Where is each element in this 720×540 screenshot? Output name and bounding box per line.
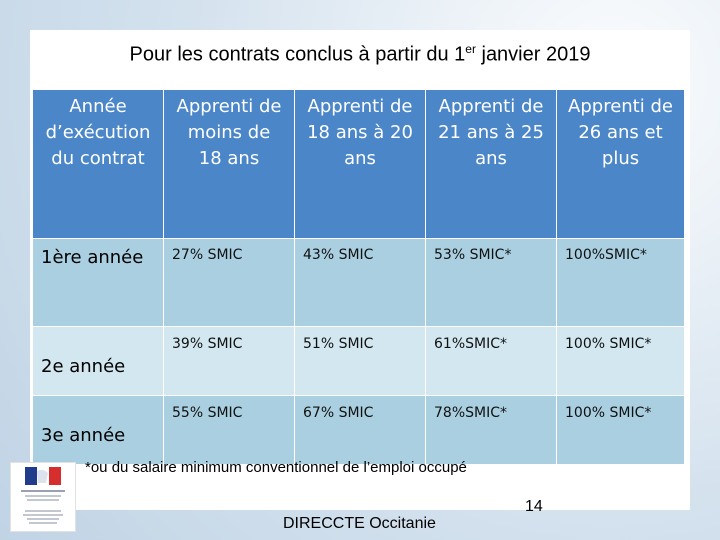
row-label: 1ère année (32, 238, 164, 327)
table-cell: 100% SMIC* (556, 395, 685, 465)
table-cell: 53% SMIC* (425, 238, 557, 327)
header-under-18: Apprenti de moins de 18 ans (163, 89, 295, 239)
table-cell: 43% SMIC (294, 238, 426, 327)
header-21-to-25: Apprenti de 21 ans à 25 ans (425, 89, 557, 239)
header-execution-year: Année d’exécution du contrat (32, 89, 164, 239)
table-header-row: Année d’exécution du contrat Apprenti de mo… (32, 89, 685, 239)
table-row: 3e année 55% SMIC 67% SMIC 78%SMIC* 100%… (32, 395, 685, 465)
table-cell: 100%SMIC* (556, 238, 685, 327)
row-label: 2e année (32, 326, 164, 396)
footnote: *ou du salaire minimum conventionnel de … (85, 459, 467, 476)
table-cell: 78%SMIC* (425, 395, 557, 465)
header-26-plus: Apprenti de 26 ans et plus (556, 89, 685, 239)
table-row: 1ère année 27% SMIC 43% SMIC 53% SMIC* 1… (32, 238, 685, 327)
table-cell: 27% SMIC (163, 238, 295, 327)
table-cell: 39% SMIC (163, 326, 295, 396)
table-cell: 61%SMIC* (425, 326, 557, 396)
page-number: 14 (525, 498, 543, 515)
table-cell: 55% SMIC (163, 395, 295, 465)
table-row: 2e année 39% SMIC 51% SMIC 61%SMIC* 100%… (32, 326, 685, 396)
republique-francaise-logo-icon (10, 462, 76, 532)
table-cell: 100% SMIC* (556, 326, 685, 396)
table-cell: 51% SMIC (294, 326, 426, 396)
apprentice-rates-table: Année d’exécution du contrat Apprenti de mo… (32, 89, 685, 465)
organization-name: DIRECCTE Occitanie (283, 515, 436, 532)
header-18-to-20: Apprenti de 18 ans à 20 ans (294, 89, 426, 239)
table-cell: 67% SMIC (294, 395, 426, 465)
slide-title: Pour les contrats conclus à partir du 1e… (129, 42, 591, 66)
row-label: 3e année (32, 395, 164, 465)
